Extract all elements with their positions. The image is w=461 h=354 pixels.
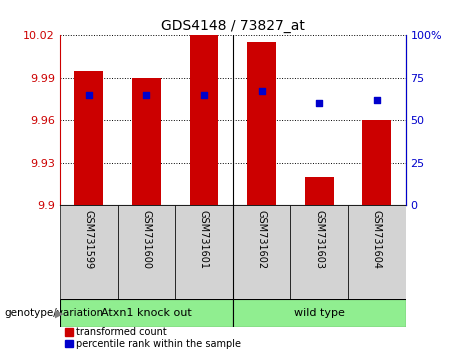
Bar [189, 35, 219, 205]
Text: GSM731601: GSM731601 [199, 210, 209, 269]
Title: GDS4148 / 73827_at: GDS4148 / 73827_at [161, 19, 305, 33]
Bar [233, 205, 290, 299]
Point [142, 92, 150, 98]
Text: GSM731599: GSM731599 [84, 210, 94, 269]
Point [315, 101, 323, 106]
Text: Atxn1 knock out: Atxn1 knock out [101, 308, 192, 318]
Text: GSM731604: GSM731604 [372, 210, 382, 269]
Bar [290, 205, 348, 299]
Text: wild type: wild type [294, 308, 345, 318]
Point [200, 92, 207, 98]
Point [85, 92, 92, 98]
Bar [60, 205, 118, 299]
Point [258, 88, 266, 94]
Text: ▶: ▶ [55, 308, 64, 318]
Bar [305, 177, 334, 205]
Bar [60, 299, 233, 327]
Bar [132, 78, 161, 205]
Bar [247, 42, 276, 205]
Point [373, 97, 381, 103]
Bar [118, 205, 175, 299]
Legend: transformed count, percentile rank within the sample: transformed count, percentile rank withi… [65, 327, 242, 349]
Bar [74, 71, 103, 205]
Bar [175, 205, 233, 299]
Bar [233, 299, 406, 327]
Text: genotype/variation: genotype/variation [5, 308, 104, 318]
Bar [348, 205, 406, 299]
Bar [362, 120, 391, 205]
Text: GSM731603: GSM731603 [314, 210, 324, 269]
Text: GSM731602: GSM731602 [257, 210, 266, 269]
Text: GSM731600: GSM731600 [142, 210, 151, 269]
